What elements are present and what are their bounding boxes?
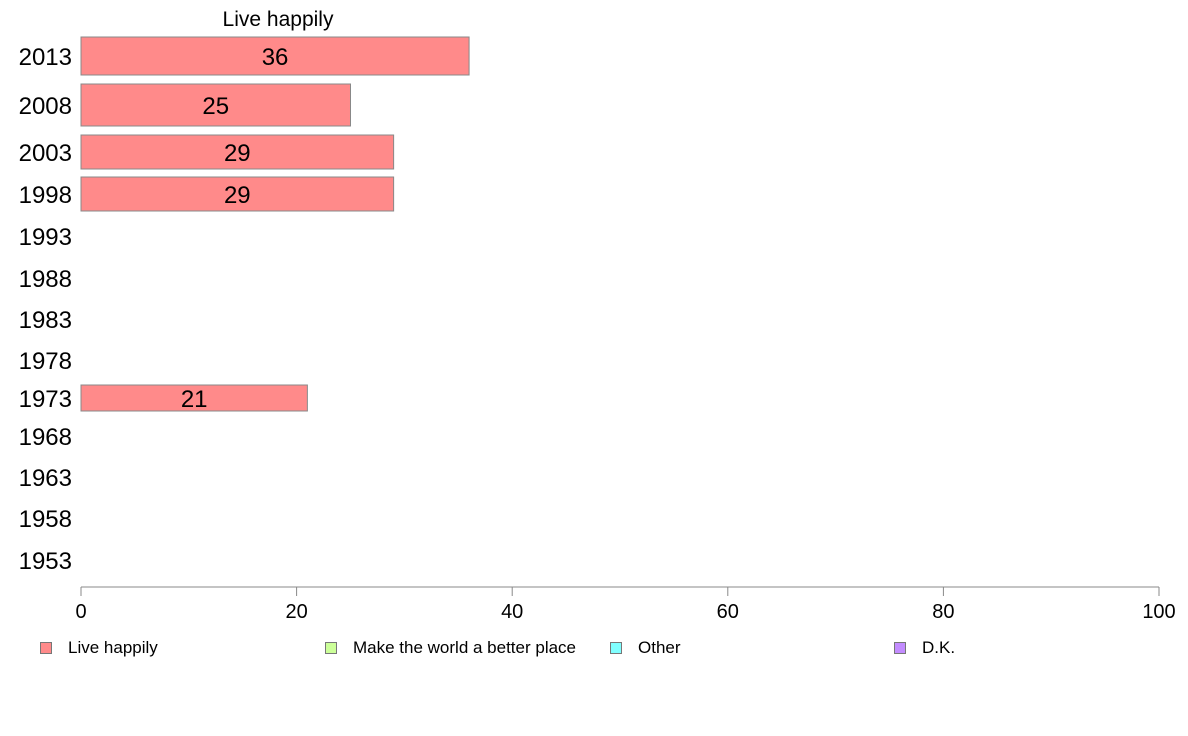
year-label-1983: 1983 bbox=[19, 307, 72, 334]
bar-value-label-1973: 21 bbox=[181, 386, 208, 413]
year-label-1958: 1958 bbox=[19, 506, 72, 533]
bar-live-happily-1998 bbox=[80, 176, 395, 212]
x-tick-label-60: 60 bbox=[717, 601, 739, 623]
legend-label-make-the-world-a-better-place: Make the world a better place bbox=[353, 638, 577, 657]
legend-swatch-live-happily bbox=[40, 642, 52, 654]
bar-value-label-2008: 25 bbox=[202, 93, 229, 120]
legend-label-dk: D.K. bbox=[922, 638, 956, 657]
legend-item-live-happily: Live happily bbox=[40, 638, 158, 658]
x-tick-label-0: 0 bbox=[75, 601, 86, 623]
year-label-1973: 1973 bbox=[19, 386, 72, 413]
year-label-1963: 1963 bbox=[19, 465, 72, 492]
chart-title: Live happily bbox=[223, 8, 334, 31]
legend-swatch-other bbox=[610, 642, 622, 654]
x-tick-label-100: 100 bbox=[1142, 601, 1175, 623]
legend-label-live-happily: Live happily bbox=[68, 638, 158, 657]
legend-item-other: Other bbox=[610, 638, 681, 658]
x-tick-label-20: 20 bbox=[285, 601, 307, 623]
legend-swatch-make-the-world-a-better-place bbox=[325, 642, 337, 654]
legend-item-make-the-world-a-better-place: Make the world a better place bbox=[325, 638, 576, 658]
legend: Live happily Make the world a better pla… bbox=[0, 638, 1188, 662]
bar-live-happily-2003 bbox=[80, 134, 395, 170]
year-label-1988: 1988 bbox=[19, 266, 72, 293]
legend-swatch-dk bbox=[894, 642, 906, 654]
bar-value-label-2003: 29 bbox=[224, 140, 251, 167]
year-label-1998: 1998 bbox=[19, 182, 72, 209]
year-label-1953: 1953 bbox=[19, 548, 72, 575]
legend-label-other: Other bbox=[638, 638, 681, 657]
bar-live-happily-2013 bbox=[80, 36, 470, 76]
year-label-2013: 2013 bbox=[19, 44, 72, 71]
year-label-2003: 2003 bbox=[19, 140, 72, 167]
year-label-1968: 1968 bbox=[19, 424, 72, 451]
year-label-2008: 2008 bbox=[19, 93, 72, 120]
chart-plot: Live happily 2013 2008 2003 1998 1993 1988 198… bbox=[19, 8, 1176, 623]
x-tick-label-80: 80 bbox=[932, 601, 954, 623]
bar-live-happily-2008 bbox=[80, 83, 351, 127]
year-label-1993: 1993 bbox=[19, 224, 72, 251]
legend-item-dk: D.K. bbox=[894, 638, 955, 658]
bar-value-label-1998: 29 bbox=[224, 182, 251, 209]
bar-live-happily-1973 bbox=[80, 384, 308, 412]
bar-value-label-2013: 36 bbox=[262, 44, 289, 71]
x-tick-label-40: 40 bbox=[501, 601, 523, 623]
year-label-1978: 1978 bbox=[19, 348, 72, 375]
